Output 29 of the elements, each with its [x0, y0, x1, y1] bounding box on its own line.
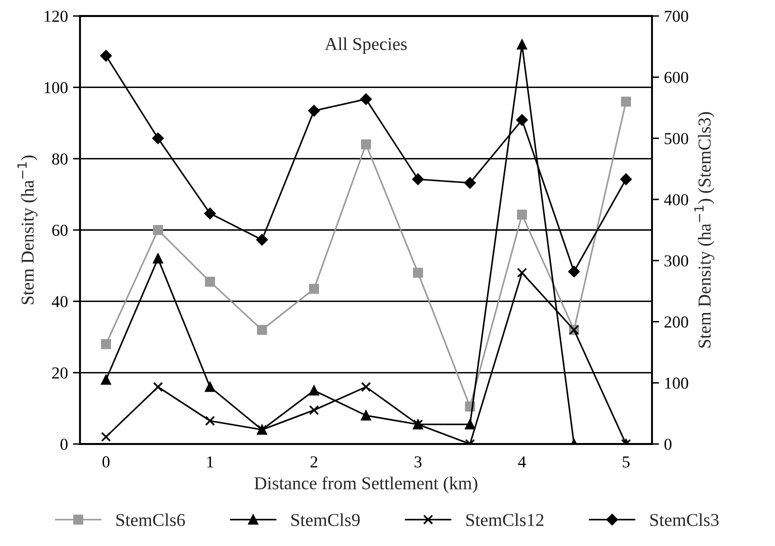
- x-tick-label: 5: [622, 456, 630, 468]
- y2-tick-label: 300: [664, 255, 688, 267]
- y2-tick-label: 100: [665, 378, 688, 389]
- y-tick-label: 120: [44, 10, 68, 22]
- annotation: All Species: [324, 37, 407, 54]
- y2-tick-label: 200: [664, 316, 688, 328]
- y2-tick-label: 400: [664, 194, 688, 206]
- legend-label: StemCls9: [291, 513, 360, 526]
- y-tick-label: 80: [52, 153, 68, 165]
- y2-axis-title: Stem Density (ha$^{−1}$) (StemCls3): [694, 112, 714, 348]
- y2-tick-label: 500: [664, 132, 688, 144]
- x-tick-label: 0: [102, 456, 110, 468]
- y-tick-label: 40: [52, 296, 68, 308]
- legend-label: StemCls3: [650, 513, 719, 526]
- y2-tick-label: 600: [664, 72, 688, 84]
- y2-tick-label: 0: [664, 438, 672, 450]
- y-tick-label: 100: [44, 82, 68, 94]
- legend-label: StemCls12: [466, 513, 544, 526]
- x-axis-title: Distance from Settlement (km): [254, 476, 478, 494]
- x-tick-label: 1: [207, 456, 214, 468]
- x-tick-label: 2: [310, 456, 318, 468]
- legend-label: StemCls6: [116, 513, 185, 526]
- y-tick-label: 20: [52, 367, 68, 379]
- x-tick-label: 4: [518, 456, 526, 468]
- y-tick-label: 0: [60, 438, 68, 450]
- y-axis-title: Stem Density (ha$^{−1}$): [17, 156, 38, 304]
- y-tick-label: 60: [52, 224, 68, 236]
- y2-tick-label: 700: [664, 10, 688, 22]
- x-tick-label: 3: [414, 456, 422, 468]
